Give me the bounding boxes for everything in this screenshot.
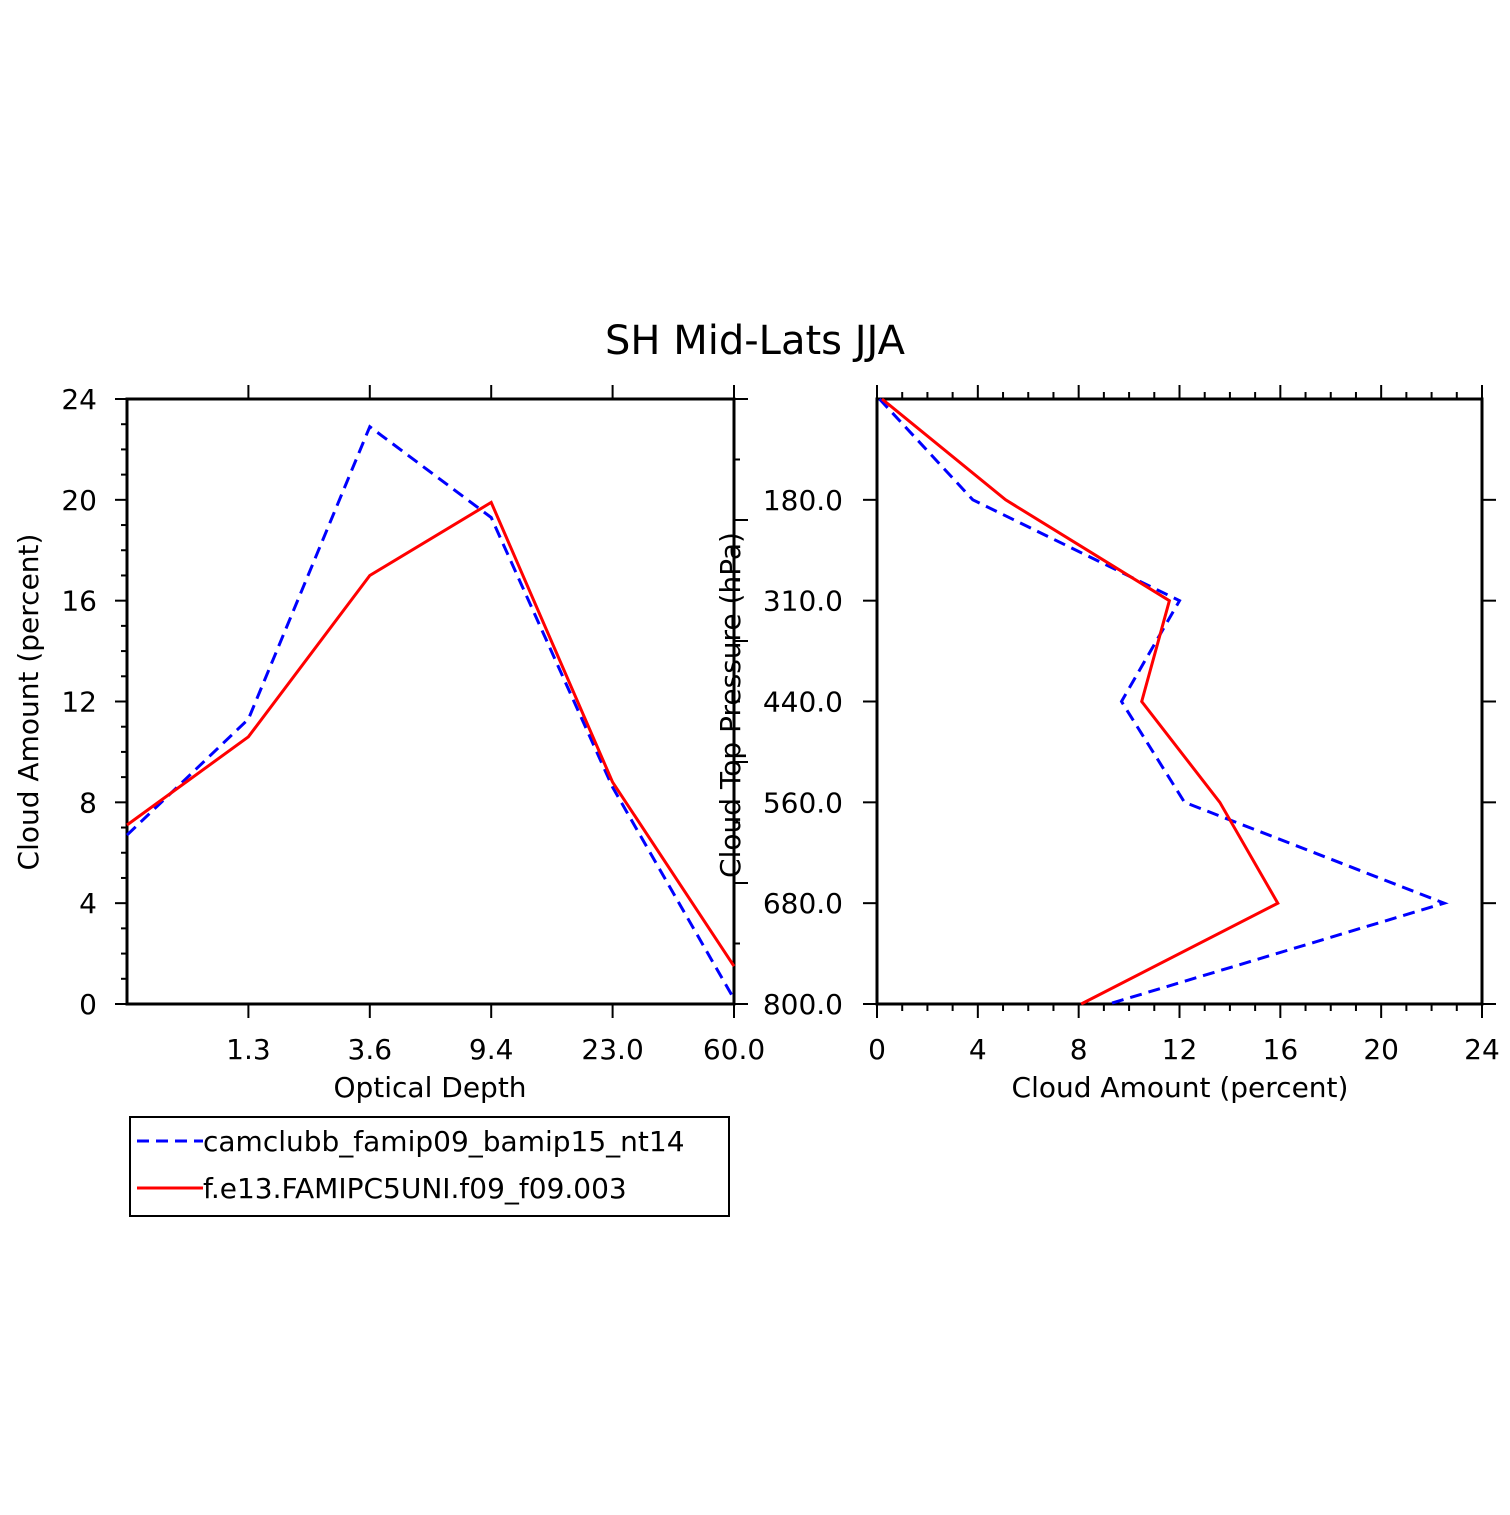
- left-y-tick-label: 24: [61, 383, 97, 416]
- left-series-line-2: [126, 500, 736, 968]
- left-series-line-1: [125, 424, 736, 1000]
- right-x-tick-label: 24: [1464, 1033, 1500, 1066]
- left-x-tick-label: 1.3: [226, 1033, 271, 1066]
- left-x-tick-label: 9.4: [469, 1033, 514, 1066]
- right-y-tick-label: 440.0: [763, 686, 843, 719]
- right-plot-cloud-top-pressure: 0 4 8 12 16 20 24 180.0 310.0 440.0 560.0 680.0 800.…: [714, 385, 1500, 1104]
- left-y-axis-title: Cloud Amount (percent): [12, 534, 45, 871]
- legend-label-series-2: f.e13.FAMIPC5UNI.f09_f09.003: [203, 1172, 627, 1205]
- right-x-tick-label: 0: [868, 1033, 886, 1066]
- right-x-tick-label: 16: [1263, 1033, 1299, 1066]
- legend-box: [129, 1116, 730, 1217]
- right-series-line-1: [878, 397, 1449, 1006]
- right-x-axis-title: Cloud Amount (percent): [1012, 1071, 1349, 1104]
- right-x-tick-label: 12: [1162, 1033, 1198, 1066]
- left-plot-optical-depth: 0 4 8 12 16 20 24 1.3 3.6 9.4 23.0 60.0 Optical Dep…: [12, 383, 765, 1104]
- right-x-tick-label: 4: [969, 1033, 987, 1066]
- chart-title: SH Mid-Lats JJA: [605, 318, 906, 364]
- left-x-tick-label: 3.6: [348, 1033, 393, 1066]
- right-y-tick-label: 680.0: [763, 887, 843, 920]
- left-y-tick-label: 4: [79, 887, 97, 920]
- left-x-tick-label: 60.0: [703, 1033, 765, 1066]
- legend: camclubb_famip09_bamip15_nt14 f.e13.FAMI…: [129, 1116, 730, 1217]
- right-y-tick-label: 560.0: [763, 786, 843, 819]
- right-plot-frame: [875, 397, 1484, 1006]
- left-y-tick-label: 16: [61, 585, 97, 618]
- right-y-tick-label: 180.0: [763, 484, 843, 517]
- right-series-line-2: [881, 397, 1280, 1006]
- left-y-tick-label: 20: [61, 484, 97, 517]
- legend-label-series-1: camclubb_famip09_bamip15_nt14: [203, 1125, 685, 1158]
- left-y-tick-label: 0: [79, 988, 97, 1021]
- left-y-tick-label: 8: [79, 786, 97, 819]
- right-x-tick-label: 8: [1070, 1033, 1088, 1066]
- left-x-axis-title: Optical Depth: [333, 1071, 526, 1104]
- right-y-tick-label: 310.0: [763, 585, 843, 618]
- left-x-tick-label: 23.0: [581, 1033, 643, 1066]
- right-y-tick-label: 800.0: [763, 988, 843, 1021]
- left-plot-frame: [125, 397, 736, 1006]
- right-x-tick-label: 20: [1363, 1033, 1399, 1066]
- right-y-axis-title: Cloud Top Pressure (hPa): [714, 532, 747, 878]
- left-y-tick-label: 12: [61, 686, 97, 719]
